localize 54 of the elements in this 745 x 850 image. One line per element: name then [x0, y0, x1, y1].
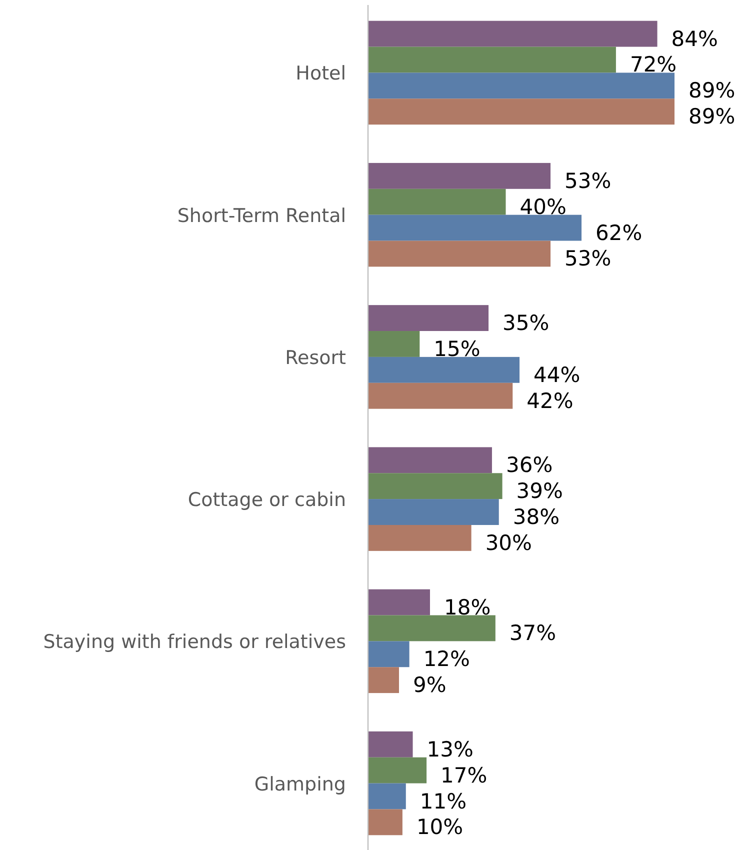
bar [368, 240, 551, 267]
bar [368, 305, 489, 332]
data-label: 9% [412, 673, 446, 698]
bar [368, 783, 406, 810]
y-tick-label: Short-Term Rental [177, 204, 346, 227]
data-label: 38% [512, 505, 560, 530]
y-tick-label: Hotel [296, 62, 346, 85]
bar [368, 20, 658, 47]
data-label: 15% [434, 336, 480, 361]
data-label: 53% [564, 246, 612, 271]
data-label: 72% [630, 52, 677, 77]
bar [368, 331, 420, 357]
y-tick-label: Glamping [254, 773, 346, 796]
bar [368, 356, 520, 383]
data-label: 42% [526, 388, 574, 413]
data-label: 40% [520, 194, 566, 219]
bar [368, 499, 499, 525]
data-label: 84% [671, 26, 718, 51]
y-tick-label: Cottage or cabin [188, 489, 346, 512]
data-label: 89% [688, 104, 736, 129]
data-label: 17% [440, 763, 488, 788]
data-label: 62% [596, 220, 642, 245]
bar [368, 809, 402, 836]
data-label: 39% [516, 479, 563, 504]
data-label: 18% [444, 595, 491, 620]
bar [368, 667, 399, 694]
bar [368, 214, 582, 241]
data-label: 35% [502, 311, 550, 336]
data-label: 37% [509, 621, 556, 646]
data-label: 44% [534, 362, 580, 387]
bar [368, 615, 496, 642]
bar [368, 382, 513, 409]
bar [368, 162, 551, 189]
data-label: 36% [506, 453, 553, 478]
data-label: 30% [485, 530, 532, 555]
data-label: 89% [688, 78, 736, 103]
bar [368, 447, 492, 474]
bar [368, 72, 675, 99]
bar [368, 731, 413, 758]
data-label: 12% [423, 647, 470, 672]
bar [368, 524, 472, 551]
bar [368, 757, 427, 784]
data-label: 11% [420, 789, 467, 814]
data-label: 53% [564, 168, 612, 193]
data-label: 13% [426, 737, 474, 762]
y-tick-label: Staying with friends or relatives [43, 631, 346, 654]
bar [368, 46, 616, 73]
bar [368, 473, 502, 500]
bar [368, 188, 506, 215]
data-label: 10% [416, 815, 464, 840]
bar [368, 98, 675, 125]
bar [368, 589, 430, 616]
bar [368, 641, 410, 668]
y-tick-label: Resort [285, 346, 346, 369]
